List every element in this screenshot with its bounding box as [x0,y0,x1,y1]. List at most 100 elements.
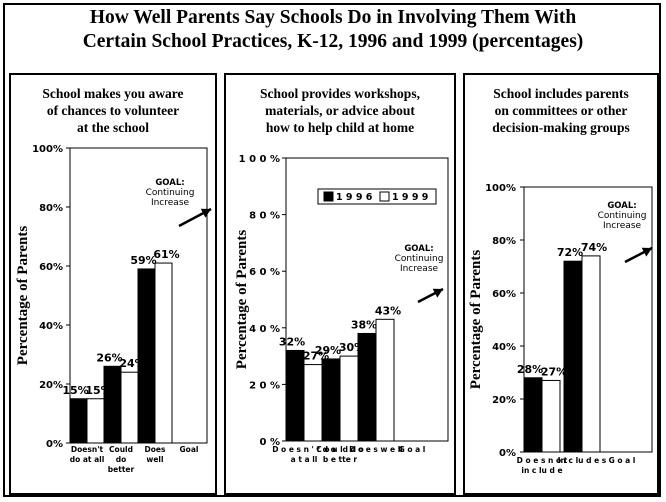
y-tick-label: 1 0 0 % [239,154,280,165]
goal-arrow-head-icon [641,247,652,257]
goal-text: Increase [400,264,439,274]
panel-title: School makes you aware of chances to vol… [11,85,215,136]
data-label: 38% [351,318,377,331]
x-category-label: do at all [70,455,105,464]
title-line-1: How Well Parents Say Schools Do in Invol… [89,7,577,28]
goal-text: Increase [151,198,190,208]
x-category-label: a t a ll [291,455,318,464]
y-tick-label: 40% [39,321,63,332]
y-axis-label: Percentage of Parents [468,250,484,390]
bar [69,398,88,444]
x-category-label: do [116,455,127,464]
panel-committees: School includes parents on committees or… [463,73,659,495]
y-tick-label: 0% [499,448,516,459]
x-category-label: G o a l [609,456,636,465]
data-label: 15% [62,384,88,397]
x-category-label: in c lu d e [521,466,562,475]
y-tick-label: 20% [39,380,63,391]
x-category-label: In c lu d e s [558,456,607,465]
bar [285,349,305,442]
x-category-label: well [146,455,163,464]
goal-text: Continuing [146,188,195,198]
y-tick-label: 80% [492,236,516,247]
bar [303,364,323,442]
legend-box [317,188,437,205]
y-tick-label: 20% [492,395,516,406]
y-tick-label: 2 0 % [249,380,280,391]
x-category-label: Does [145,445,166,454]
legend-swatch-1999 [379,191,390,202]
data-label: 27% [541,365,567,378]
panel-title-line: School includes parents [493,86,629,101]
data-label: 28% [517,363,543,376]
panel-title-line: of chances to volunteer [46,103,180,118]
x-category-label: D o e s n ' t d o [272,445,336,454]
bar [339,355,359,442]
y-tick-label: 100% [485,183,516,194]
panel-title-line: School provides workshops, [260,86,420,101]
panel-title-line: at the school [77,120,149,135]
x-category-label: Could [109,445,133,454]
y-tick-label: 60% [492,289,516,300]
y-tick-label: 60% [39,262,63,273]
goal-arrow-head-icon [200,208,211,218]
bar [103,365,122,444]
bar [541,379,561,453]
chart-3: 0% 20% 40% 60% 80% 100% Percentage of Parents 2… [468,183,653,475]
x-category-label: Doesn't [71,445,104,454]
bar [563,260,583,453]
legend-label-1999: 1 9 9 9 [392,192,428,203]
y-tick-label: 4 0 % [249,324,280,335]
legend-label-1996: 1 9 9 6 [336,192,373,203]
goal-label: GOAL: [155,178,184,188]
x-category-label: G o a l [399,445,426,454]
bar [523,377,543,453]
panel-volunteer: School makes you aware of chances to vol… [9,73,217,495]
panel-title-line: how to help child at home [265,120,415,135]
x-category-label: b e tte r [323,455,358,464]
goal-text: Continuing [395,254,444,264]
y-tick-label: 100% [32,144,63,155]
page-title: How Well Parents Say Schools Do in Invol… [0,6,666,54]
y-axis-label: Percentage of Parents [15,226,31,366]
goal-label: GOAL: [607,201,636,211]
x-category-label: C o u ld d o [316,445,364,454]
y-tick-label: 80% [39,203,63,214]
y-tick-label: 0 % [260,437,280,448]
goal-arrow-head-icon [432,288,443,298]
bar [137,268,156,444]
x-category-label: Goal [180,445,199,454]
goal-label: GOAL: [404,244,433,254]
data-label: 43% [375,304,401,317]
panel-title-line: materials, or advice about [265,103,415,118]
y-axis-label: Percentage of Parents [234,230,250,370]
legend-swatch-1996 [323,191,334,202]
panel-title-line: on committees or other [494,103,628,118]
title-line-2: Certain School Practices, K-12, 1996 and… [82,31,584,52]
panel-title-line: decision-making groups [492,120,630,135]
goal-text: Continuing [598,211,647,221]
x-category-label: D o e s w e ll [349,445,403,454]
data-label: 32% [279,335,305,348]
bar [154,262,173,444]
bar [357,332,377,442]
y-tick-label: 6 0 % [249,267,280,278]
data-label: 61% [153,248,179,261]
data-label: 59% [130,254,156,267]
y-tick-label: 8 0 % [249,211,280,222]
panel-title-line: School makes you aware [42,86,184,101]
y-tick-label: 40% [492,342,516,353]
panel-title: School provides workshops, materials, or… [226,85,454,136]
x-category-label: better [108,465,135,474]
bar [120,371,139,444]
bar [581,255,601,453]
x-category-label: D o e s n o t [517,456,568,465]
data-label: 29% [315,344,341,357]
bar [86,398,105,444]
y-tick-label: 0% [46,439,63,450]
panel-workshops: School provides workshops, materials, or… [224,73,456,495]
data-label: 74% [581,241,607,254]
data-label: 72% [557,246,583,259]
bar [321,358,341,442]
